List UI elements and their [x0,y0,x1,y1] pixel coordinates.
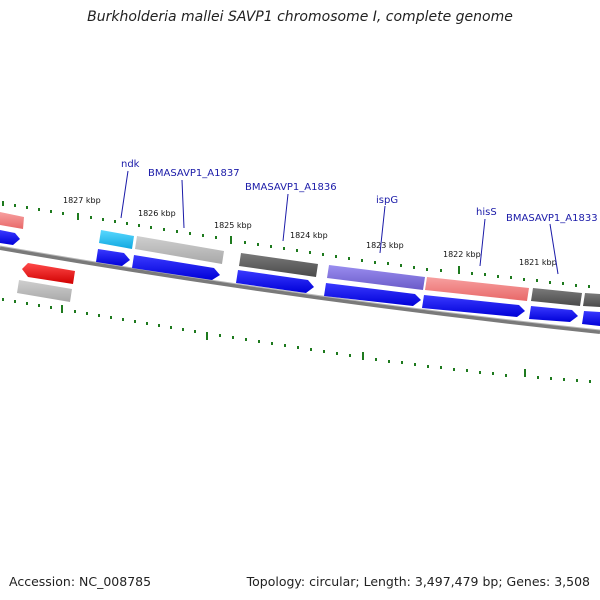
genome-summary-text: Topology: circular; Length: 3,497,479 bp… [246,574,590,589]
gene-labels: ndk BMASAVP1_A1837 BMASAVP1_A1836 ispG h… [121,159,598,224]
cds-arrow-ndk [96,249,130,266]
outer-tick-ruler [2,201,590,288]
gene-track [0,212,600,307]
genome-backbone-highlight [0,245,600,331]
reverse-strand-track [17,263,75,302]
reverse-gene-gray [17,280,72,302]
cds-arrow-ispg [324,283,421,306]
genome-backbone [0,246,600,334]
tick-label-1825: 1825 kbp [214,221,252,230]
gene-feature-red-left [0,212,24,229]
gene-label-hiss: hisS [476,207,497,218]
label-leader-lines [120,170,559,275]
gene-feature-ndk [99,230,134,249]
tick-label-1826: 1826 kbp [138,209,176,218]
gene-label-a1836: BMASAVP1_A1836 [245,182,337,193]
gene-feature-a1833 [531,288,582,306]
cds-arrow-a1837 [132,255,220,280]
gene-feature-hiss [425,277,529,301]
cds-arrow-right-edge [582,311,600,326]
gene-label-ispg: ispG [376,195,398,206]
tick-label-1827: 1827 kbp [63,196,101,205]
inner-tick-ruler [2,298,591,383]
gene-feature-a1837 [135,236,224,264]
tick-label-1823: 1823 kbp [366,241,404,250]
cds-arrow-a1836 [236,270,314,293]
gene-feature-ispg [327,265,425,290]
accession-text: Accession: NC_008785 [9,574,152,589]
kbp-tick-labels: 1827 kbp 1826 kbp 1825 kbp 1824 kbp 1823… [63,196,557,267]
tick-label-1821: 1821 kbp [519,258,557,267]
cds-arrow-hiss [422,295,525,317]
map-title: Burkholderia mallei SAVP1 chromosome I, … [87,9,513,25]
gene-feature-right-edge [583,293,600,307]
cds-track [0,230,600,326]
gene-label-a1837: BMASAVP1_A1837 [148,168,240,179]
gene-feature-a1836 [239,253,318,277]
tick-label-1824: 1824 kbp [290,231,328,240]
gene-label-a1833: BMASAVP1_A1833 [506,213,598,224]
tick-label-1822: 1822 kbp [443,250,481,259]
reverse-gene-red [22,263,75,284]
gene-label-ndk: ndk [121,159,140,170]
cds-arrow-a1833 [529,306,578,322]
cds-arrow-left [0,230,20,245]
